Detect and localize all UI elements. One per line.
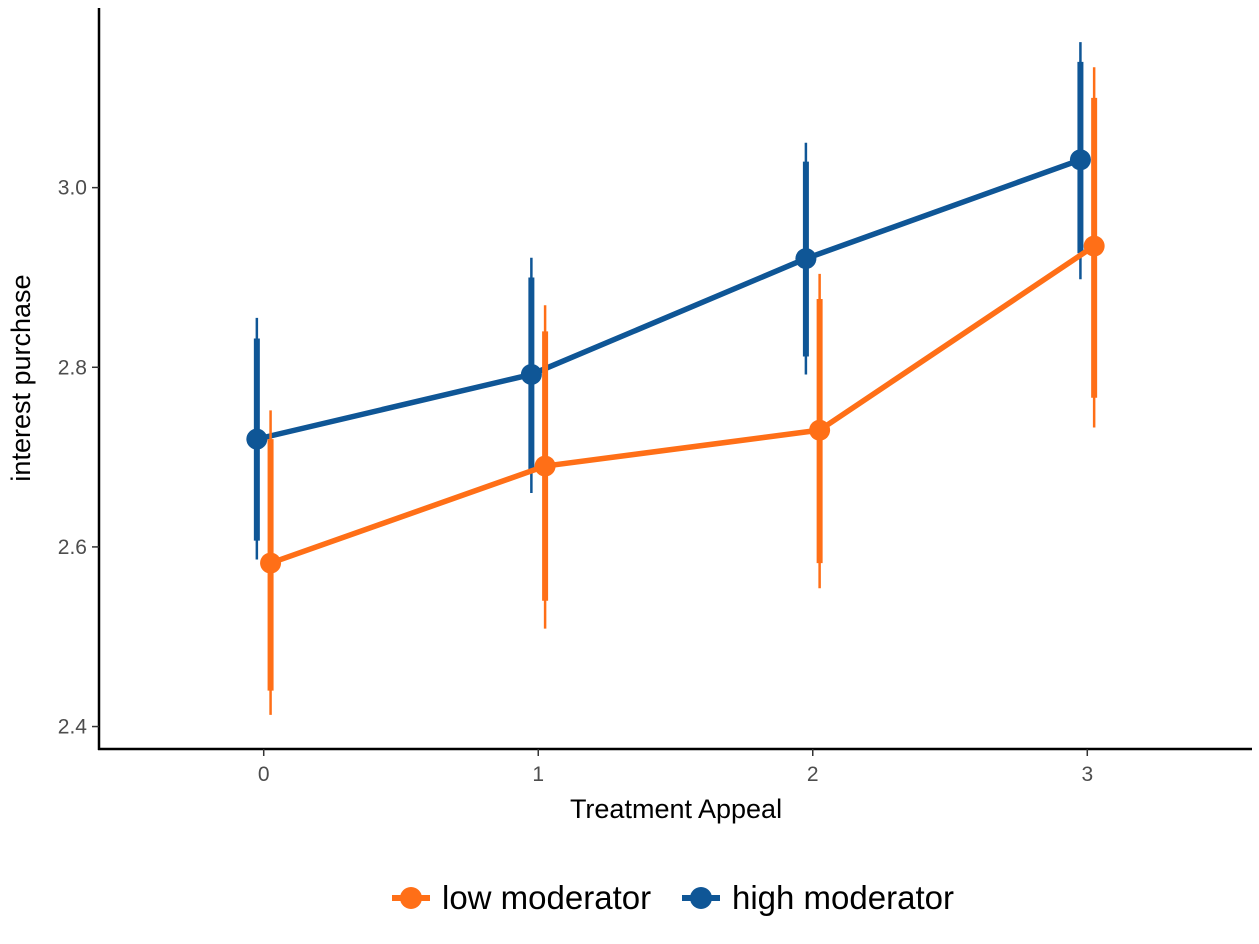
data-point xyxy=(246,428,268,450)
legend-key-dot xyxy=(690,887,712,909)
x-tick-label: 1 xyxy=(532,763,544,786)
x-ticks: 0 1 2 3 xyxy=(258,749,1093,786)
y-tick-label: 3.0 xyxy=(58,177,87,200)
legend-key-dot xyxy=(400,887,422,909)
x-tick-label: 0 xyxy=(258,763,270,786)
x-tick-label: 2 xyxy=(807,763,819,786)
data-point xyxy=(809,419,831,441)
legend-label: low moderator xyxy=(442,879,651,916)
data-point xyxy=(1083,235,1105,257)
legend: low moderator high moderator xyxy=(392,879,954,916)
series-line xyxy=(256,157,1082,442)
data-point xyxy=(1069,149,1091,171)
series-layer xyxy=(246,42,1105,715)
y-tick-label: 2.8 xyxy=(58,356,87,379)
data-point xyxy=(520,363,542,385)
x-axis-title: Treatment Appeal xyxy=(570,794,782,824)
data-point xyxy=(260,552,282,574)
axes xyxy=(97,8,1252,751)
y-tick-label: 2.4 xyxy=(58,716,88,739)
y-tick-label: 2.6 xyxy=(58,536,87,559)
y-axis-title: interest purchase xyxy=(6,274,36,481)
legend-item: high moderator xyxy=(682,879,954,916)
data-point xyxy=(534,455,556,477)
x-tick-label: 3 xyxy=(1081,763,1093,786)
series-high-moderator xyxy=(246,42,1091,560)
series-low-moderator xyxy=(260,67,1105,715)
data-point xyxy=(795,248,817,270)
y-ticks: 2.4 2.6 2.8 3.0 xyxy=(58,177,99,739)
series-line xyxy=(269,243,1096,566)
legend-label: high moderator xyxy=(732,879,954,916)
legend-item: low moderator xyxy=(392,879,651,916)
